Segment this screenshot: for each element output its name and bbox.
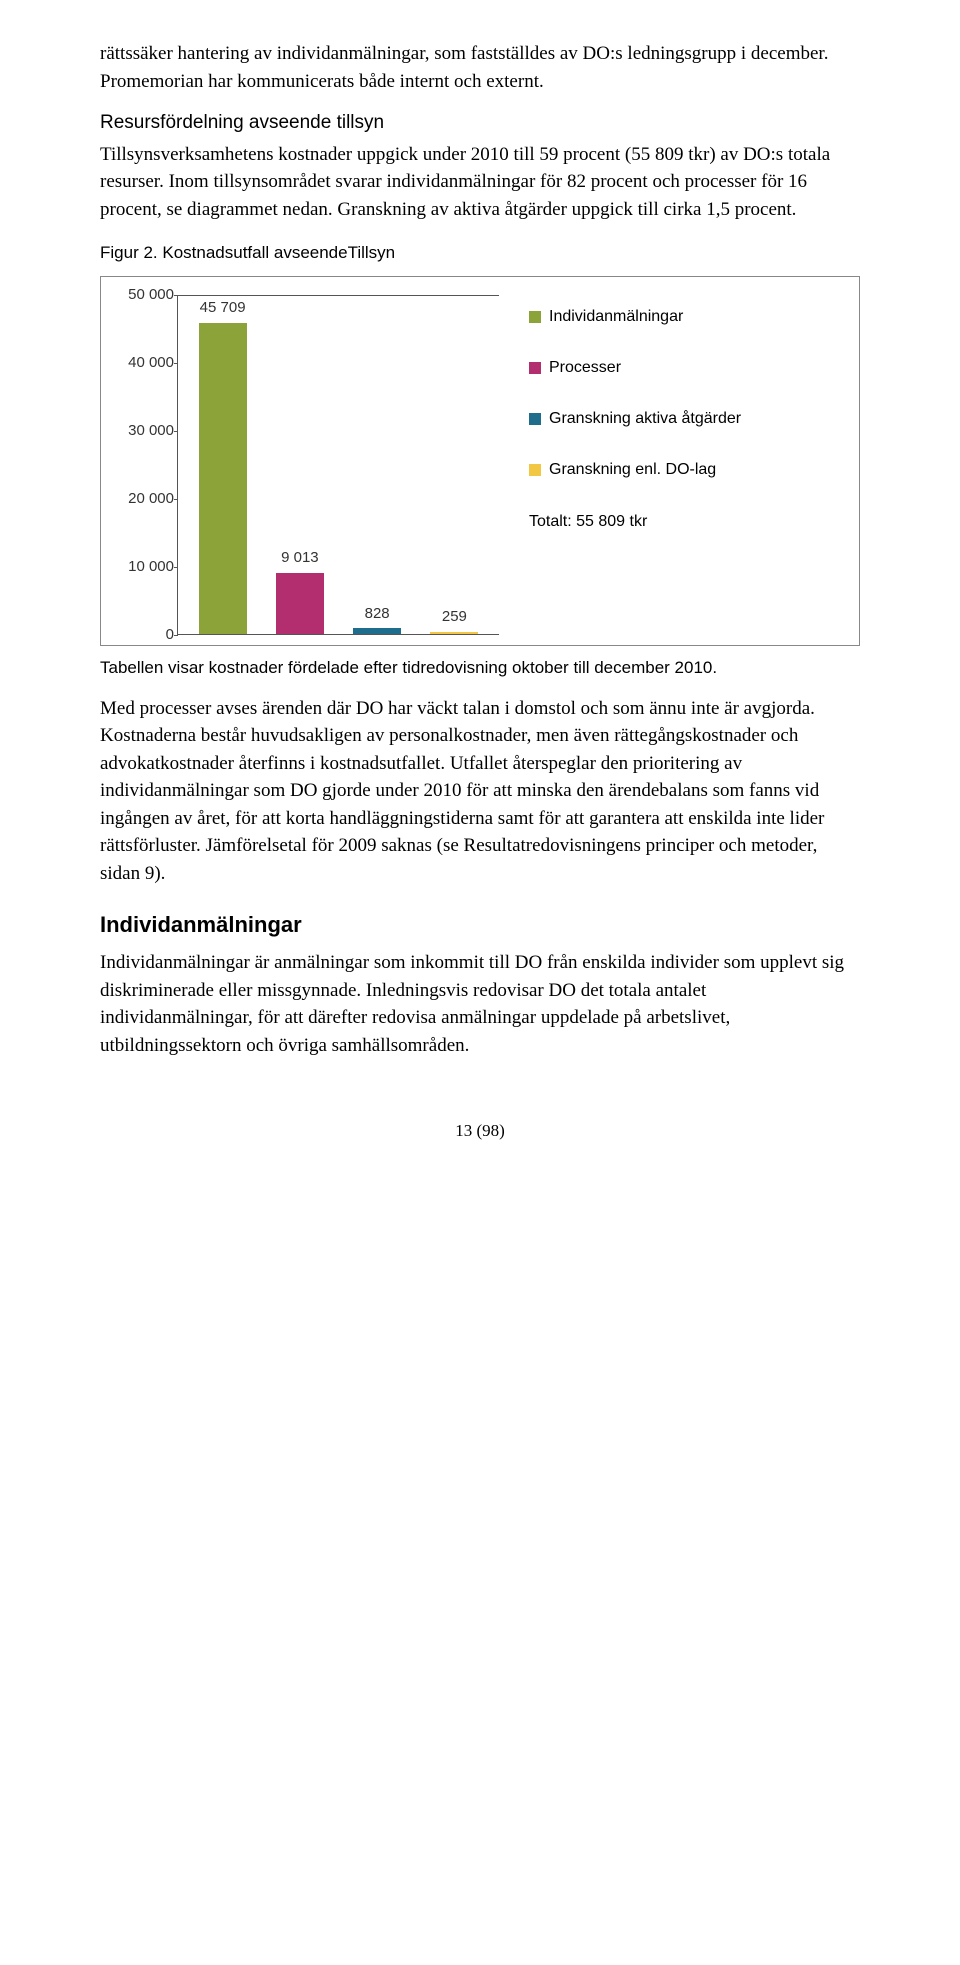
legend-item: Granskning enl. DO-lag bbox=[529, 458, 841, 481]
legend-swatch bbox=[529, 362, 541, 374]
y-tick-label: 10 000 bbox=[120, 556, 174, 578]
legend-item: Totalt: 55 809 tkr bbox=[529, 510, 841, 533]
legend-swatch bbox=[529, 464, 541, 476]
bar bbox=[353, 628, 401, 634]
bar bbox=[430, 632, 478, 634]
bar-group: 259 bbox=[424, 606, 484, 634]
bar-group: 45 709 bbox=[193, 297, 253, 634]
bar-group: 828 bbox=[347, 603, 407, 634]
bar bbox=[276, 573, 324, 634]
legend-label: Granskning enl. DO-lag bbox=[549, 458, 716, 481]
paragraph-processer: Med processer avses ärenden där DO har v… bbox=[100, 695, 860, 888]
legend-swatch bbox=[529, 311, 541, 323]
y-tick-label: 0 bbox=[120, 624, 174, 646]
page-number: 13 (98) bbox=[100, 1119, 860, 1144]
paragraph-indiv: Individanmälningar är anmälningar som in… bbox=[100, 949, 860, 1059]
chart-caption: Tabellen visar kostnader fördelade efter… bbox=[100, 656, 860, 681]
bar-value-label: 828 bbox=[365, 603, 390, 625]
figure-title: Figur 2. Kostnadsutfall avseendeTillsyn bbox=[100, 241, 860, 266]
bar-group: 9 013 bbox=[270, 547, 330, 634]
legend-item: Processer bbox=[529, 356, 841, 379]
paragraph-intro: rättssäker hantering av individanmälning… bbox=[100, 40, 860, 95]
legend-label: Totalt: 55 809 tkr bbox=[529, 510, 647, 533]
chart-legend: Individanmälningar Processer Granskning ak… bbox=[499, 295, 841, 635]
y-tick-label: 20 000 bbox=[120, 488, 174, 510]
y-tick-label: 40 000 bbox=[120, 352, 174, 374]
legend-label: Processer bbox=[549, 356, 621, 379]
bar bbox=[199, 323, 247, 634]
bar-value-label: 45 709 bbox=[200, 297, 246, 319]
bar-value-label: 259 bbox=[442, 606, 467, 628]
bar-value-label: 9 013 bbox=[281, 547, 319, 569]
legend-item: Granskning aktiva åtgärder bbox=[529, 407, 841, 430]
chart-container: 0 10 000 20 000 30 000 40 000 50 000 45 709 9 0… bbox=[100, 276, 860, 646]
y-tick-label: 30 000 bbox=[120, 420, 174, 442]
legend-item: Individanmälningar bbox=[529, 305, 841, 328]
y-tick-label: 50 000 bbox=[120, 284, 174, 306]
legend-label: Granskning aktiva åtgärder bbox=[549, 407, 741, 430]
legend-swatch bbox=[529, 413, 541, 425]
legend-label: Individanmälningar bbox=[549, 305, 683, 328]
paragraph-resurs: Tillsynsverksamhetens kostnader uppgick … bbox=[100, 141, 860, 224]
heading-resursfordelning: Resursfördelning avseende tillsyn bbox=[100, 109, 860, 137]
heading-individanmalningar: Individanmälningar bbox=[100, 909, 860, 941]
chart-plot: 010 00020 00030 00040 00050 00045 7099 0… bbox=[119, 295, 499, 635]
